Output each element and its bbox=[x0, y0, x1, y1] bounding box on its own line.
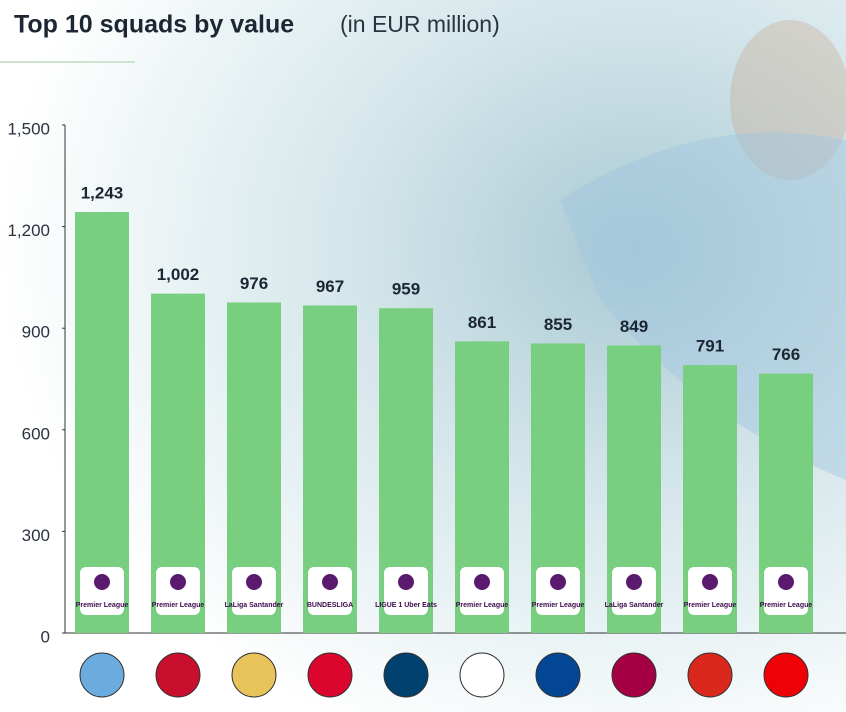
y-tick-label: 1,200 bbox=[7, 221, 50, 240]
league-name: Premier League bbox=[456, 602, 509, 609]
league-logo bbox=[398, 574, 414, 590]
value-label: 959 bbox=[392, 280, 420, 299]
y-tick-label: 600 bbox=[22, 424, 50, 443]
league-name: LaLiga Santander bbox=[605, 602, 664, 609]
league-logo bbox=[322, 574, 338, 590]
league-badge bbox=[308, 567, 352, 615]
value-label: 849 bbox=[620, 317, 648, 336]
league-badge bbox=[384, 567, 428, 615]
chart-title: Top 10 squads by value bbox=[14, 11, 294, 39]
club-crest bbox=[535, 652, 581, 698]
league-badge bbox=[460, 567, 504, 615]
league-logo bbox=[778, 574, 794, 590]
league-logo bbox=[94, 574, 110, 590]
league-badge bbox=[536, 567, 580, 615]
league-badge bbox=[764, 567, 808, 615]
league-badge bbox=[612, 567, 656, 615]
bar bbox=[75, 212, 129, 633]
value-label: 791 bbox=[696, 337, 724, 356]
club-crest bbox=[611, 652, 657, 698]
league-logo bbox=[702, 574, 718, 590]
club-crest bbox=[459, 652, 505, 698]
value-label: 1,243 bbox=[81, 184, 124, 203]
value-label: 976 bbox=[240, 274, 268, 293]
league-name: Premier League bbox=[760, 602, 813, 609]
y-tick-label: 300 bbox=[22, 526, 50, 545]
league-logo bbox=[246, 574, 262, 590]
chart-subtitle: (in EUR million) bbox=[340, 11, 500, 37]
club-crest bbox=[155, 652, 201, 698]
league-name: LaLiga Santander bbox=[225, 602, 284, 609]
club-crest bbox=[687, 652, 733, 698]
league-name: Premier League bbox=[532, 602, 585, 609]
league-logo bbox=[170, 574, 186, 590]
value-label: 766 bbox=[772, 345, 800, 364]
league-badge bbox=[232, 567, 276, 615]
league-badge bbox=[156, 567, 200, 615]
club-crest bbox=[307, 652, 353, 698]
player-figure bbox=[730, 20, 846, 180]
club-crest bbox=[763, 652, 809, 698]
y-tick-label: 900 bbox=[22, 323, 50, 342]
league-name: LIGUE 1 Uber Eats bbox=[375, 602, 437, 609]
value-label: 1,002 bbox=[157, 265, 200, 284]
value-label: 967 bbox=[316, 277, 344, 296]
club-crest bbox=[383, 652, 429, 698]
league-badge bbox=[80, 567, 124, 615]
value-label: 861 bbox=[468, 313, 496, 332]
league-name: Premier League bbox=[684, 602, 737, 609]
league-logo bbox=[626, 574, 642, 590]
league-logo bbox=[550, 574, 566, 590]
league-name: Premier League bbox=[152, 602, 205, 609]
y-tick-label: 0 bbox=[41, 627, 50, 646]
value-label: 855 bbox=[544, 315, 572, 334]
league-logo bbox=[474, 574, 490, 590]
league-name: BUNDESLIGA bbox=[307, 602, 353, 609]
club-crest bbox=[231, 652, 277, 698]
league-name: Premier League bbox=[76, 602, 129, 609]
league-badge bbox=[688, 567, 732, 615]
y-tick-label: 1,500 bbox=[7, 119, 50, 138]
club-crest bbox=[79, 652, 125, 698]
